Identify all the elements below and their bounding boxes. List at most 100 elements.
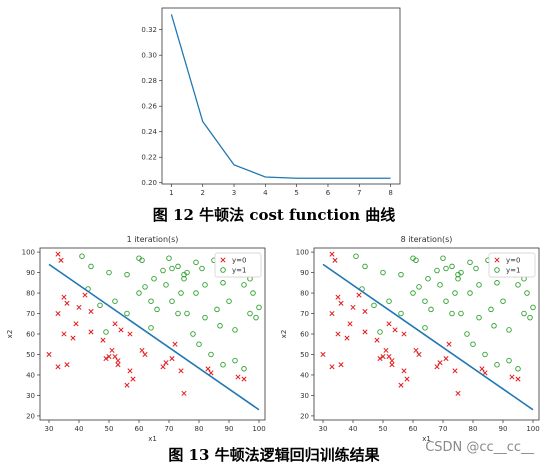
class0-point — [362, 308, 368, 315]
class0-point — [389, 362, 395, 368]
class0-point — [127, 368, 133, 374]
legend-label-y1: y=1 — [506, 267, 520, 275]
class0-point — [389, 358, 395, 364]
class0-point — [109, 347, 115, 353]
class1-point — [386, 298, 392, 304]
class0-point — [181, 390, 187, 396]
legend-box — [488, 252, 536, 278]
legend-x-marker — [220, 257, 226, 263]
class1-point — [148, 325, 154, 331]
legend-label-y0: y=0 — [232, 257, 246, 265]
class0-point — [356, 292, 362, 298]
class1-point — [88, 263, 94, 270]
plot-frame — [161, 7, 401, 185]
class0-point — [398, 382, 404, 388]
class1-point — [97, 302, 103, 309]
class1-point — [398, 271, 404, 278]
y-tick-label: 40 — [26, 371, 35, 379]
class0-point — [332, 257, 338, 263]
class0-point — [142, 351, 148, 358]
class0-point — [88, 329, 94, 335]
scatter-chart-1-iteration: 30 40 50 60 70 80 90 100 20 30 40 50 60 70 80 90 100 1 it… — [6, 235, 266, 443]
class1-point — [250, 290, 256, 296]
y-tick-label: 60 — [300, 331, 309, 339]
figure-12-caption: 图 12 牛顿法 cost function 曲线 — [152, 206, 396, 224]
y-tick-label: 90 — [26, 269, 35, 277]
x-tick-label: 90 — [225, 425, 234, 433]
y-tick-label: 100 — [22, 249, 35, 257]
class1-point — [440, 255, 446, 261]
class0-point — [178, 368, 184, 374]
decision-boundary — [48, 263, 260, 411]
class1-point — [148, 298, 154, 304]
class0-point — [103, 356, 109, 362]
class1-point — [169, 298, 175, 304]
y-tick-label: 0.24 — [141, 128, 157, 136]
class1-point — [112, 298, 118, 304]
class0-point — [515, 376, 521, 382]
watermark: CSDN @cc__cc__ — [425, 440, 534, 455]
class1-point — [443, 265, 449, 272]
class0-point — [169, 356, 175, 362]
x-tick-label: 80 — [195, 425, 204, 433]
class1-point — [103, 329, 109, 335]
class0-point — [413, 347, 419, 353]
x-tick-label: 3 — [232, 189, 236, 197]
class1-point — [494, 361, 500, 368]
legend-label-y1: y=1 — [232, 267, 246, 275]
x-tick-label: 90 — [499, 425, 508, 433]
decision-boundary — [322, 263, 534, 411]
class1-point — [398, 310, 404, 317]
class1-point — [449, 310, 455, 317]
class0-point — [127, 331, 133, 337]
class1-point — [452, 290, 458, 296]
class1-point — [527, 314, 533, 321]
class0-point — [443, 356, 449, 362]
class1-point — [175, 310, 181, 317]
class0-point — [509, 374, 515, 380]
class0-point — [235, 374, 241, 380]
class0-point — [124, 382, 130, 388]
class0-point — [208, 370, 214, 376]
class1-point — [467, 259, 473, 266]
y-tick-label: 80 — [26, 290, 35, 298]
x-tick-label: 30 — [319, 425, 328, 433]
class0-point — [76, 304, 82, 310]
class0-point — [100, 337, 106, 343]
class0-point — [320, 351, 326, 358]
x-tick-label: 100 — [252, 425, 265, 433]
class1-point — [217, 323, 223, 329]
class0-point — [392, 327, 398, 333]
class1-point — [437, 282, 443, 288]
class1-point — [124, 310, 130, 317]
class1-point — [473, 265, 479, 272]
class1-point — [425, 275, 431, 282]
class0-point — [386, 321, 392, 327]
cost-function-chart: 1 2 3 4 5 6 7 8 0.20 0.22 0.24 0.26 0.28 0.30 0.32 — [141, 7, 401, 197]
class1-point — [380, 269, 386, 276]
class1-point — [247, 310, 253, 317]
class0-point — [329, 251, 335, 257]
class1-point — [467, 290, 473, 296]
class0-point — [380, 353, 386, 360]
class1-point — [253, 314, 259, 321]
x-tick-label: 100 — [526, 425, 539, 433]
class1-point — [377, 329, 383, 335]
class0-point — [55, 251, 61, 257]
class1-point — [193, 290, 199, 296]
class0-point — [172, 341, 178, 347]
class0-point — [434, 364, 440, 370]
class0-point — [455, 390, 461, 396]
x-tick-label: 7 — [357, 189, 361, 197]
x-tick-label: 2 — [200, 189, 204, 197]
x-tick-label: 60 — [135, 425, 144, 433]
y-axis-label: x2 — [280, 330, 288, 339]
class0-point — [344, 335, 350, 341]
class0-point — [350, 304, 356, 310]
class0-point — [404, 376, 410, 382]
class1-point — [530, 304, 536, 311]
x-tick-label: 30 — [45, 425, 54, 433]
class1-point — [181, 275, 187, 282]
figure-13-caption: 图 13 牛顿法逻辑回归训练结果 — [168, 446, 380, 464]
class1-point — [491, 323, 497, 329]
